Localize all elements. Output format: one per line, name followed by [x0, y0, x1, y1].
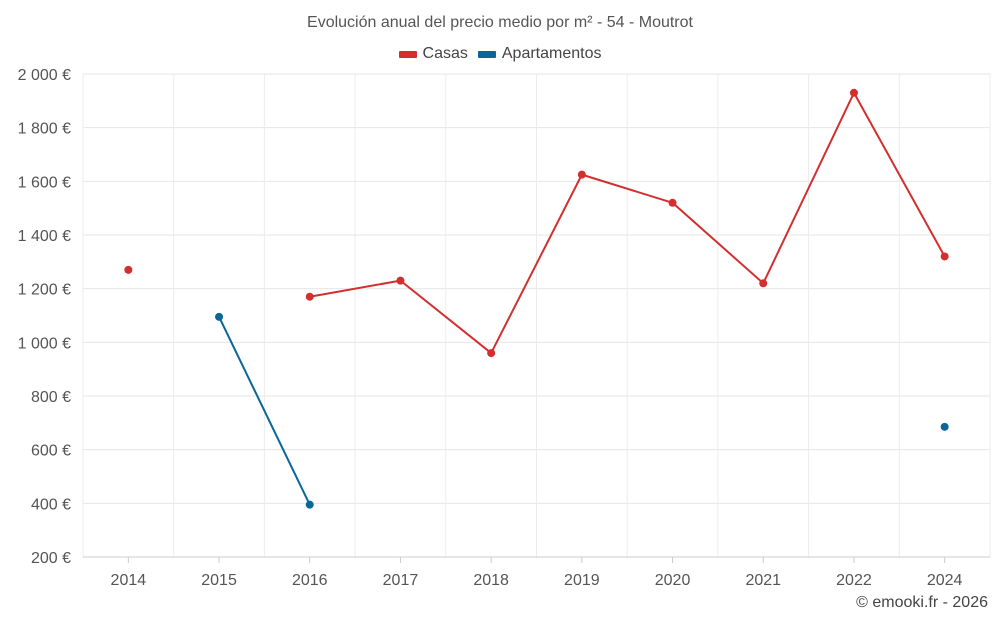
data-point-apartamentos [305, 500, 314, 509]
data-point-casas [396, 276, 405, 285]
x-tick-label: 2021 [745, 572, 781, 589]
y-tick-label: 1 800 € [18, 121, 71, 138]
x-tick-label: 2024 [927, 572, 963, 589]
data-point-casas [668, 198, 677, 207]
legend-swatch-casas [398, 50, 417, 58]
x-tick-label: 2019 [564, 572, 600, 589]
legend-swatch-apartamentos [477, 50, 496, 58]
credit-text: © emooki.fr - 2026 [856, 594, 988, 611]
x-tick-label: 2020 [655, 572, 691, 589]
y-tick-label: 2 000 € [18, 67, 71, 84]
y-tick-label: 800 € [31, 389, 71, 406]
x-tick-label: 2022 [836, 572, 872, 589]
y-tick-label: 1 200 € [18, 282, 71, 299]
y-tick-label: 1 400 € [18, 228, 71, 245]
y-tick-label: 1 600 € [18, 174, 71, 191]
series-line-casas [309, 91, 946, 355]
y-tick-label: 1 000 € [18, 335, 71, 352]
data-point-casas [849, 88, 858, 97]
legend-label-casas: Casas [422, 45, 468, 62]
legend-label-apartamentos: Apartamentos [501, 45, 602, 62]
y-tick-label: 200 € [31, 550, 71, 567]
data-point-casas [940, 252, 949, 261]
y-tick-label: 400 € [31, 496, 71, 513]
x-tick-label: 2014 [111, 572, 147, 589]
y-tick-label: 600 € [31, 443, 71, 460]
chart-title: Evolución anual del precio medio por m² … [307, 14, 693, 31]
data-point-casas [305, 292, 314, 301]
data-point-casas [487, 349, 496, 358]
x-tick-label: 2017 [383, 572, 419, 589]
series-line-apartamentos [218, 316, 311, 506]
x-tick-label: 2018 [473, 572, 509, 589]
data-point-casas [577, 170, 586, 179]
data-point-apartamentos [215, 312, 224, 321]
data-point-apartamentos [940, 422, 949, 431]
data-point-casas [759, 279, 768, 288]
chart-legend: Casas Apartamentos [0, 45, 1000, 63]
legend-item-casas[interactable]: Casas [398, 45, 468, 63]
legend-item-apartamentos[interactable]: Apartamentos [477, 45, 602, 63]
x-tick-label: 2015 [201, 572, 237, 589]
data-point-casas [124, 265, 133, 274]
x-tick-label: 2016 [292, 572, 328, 589]
